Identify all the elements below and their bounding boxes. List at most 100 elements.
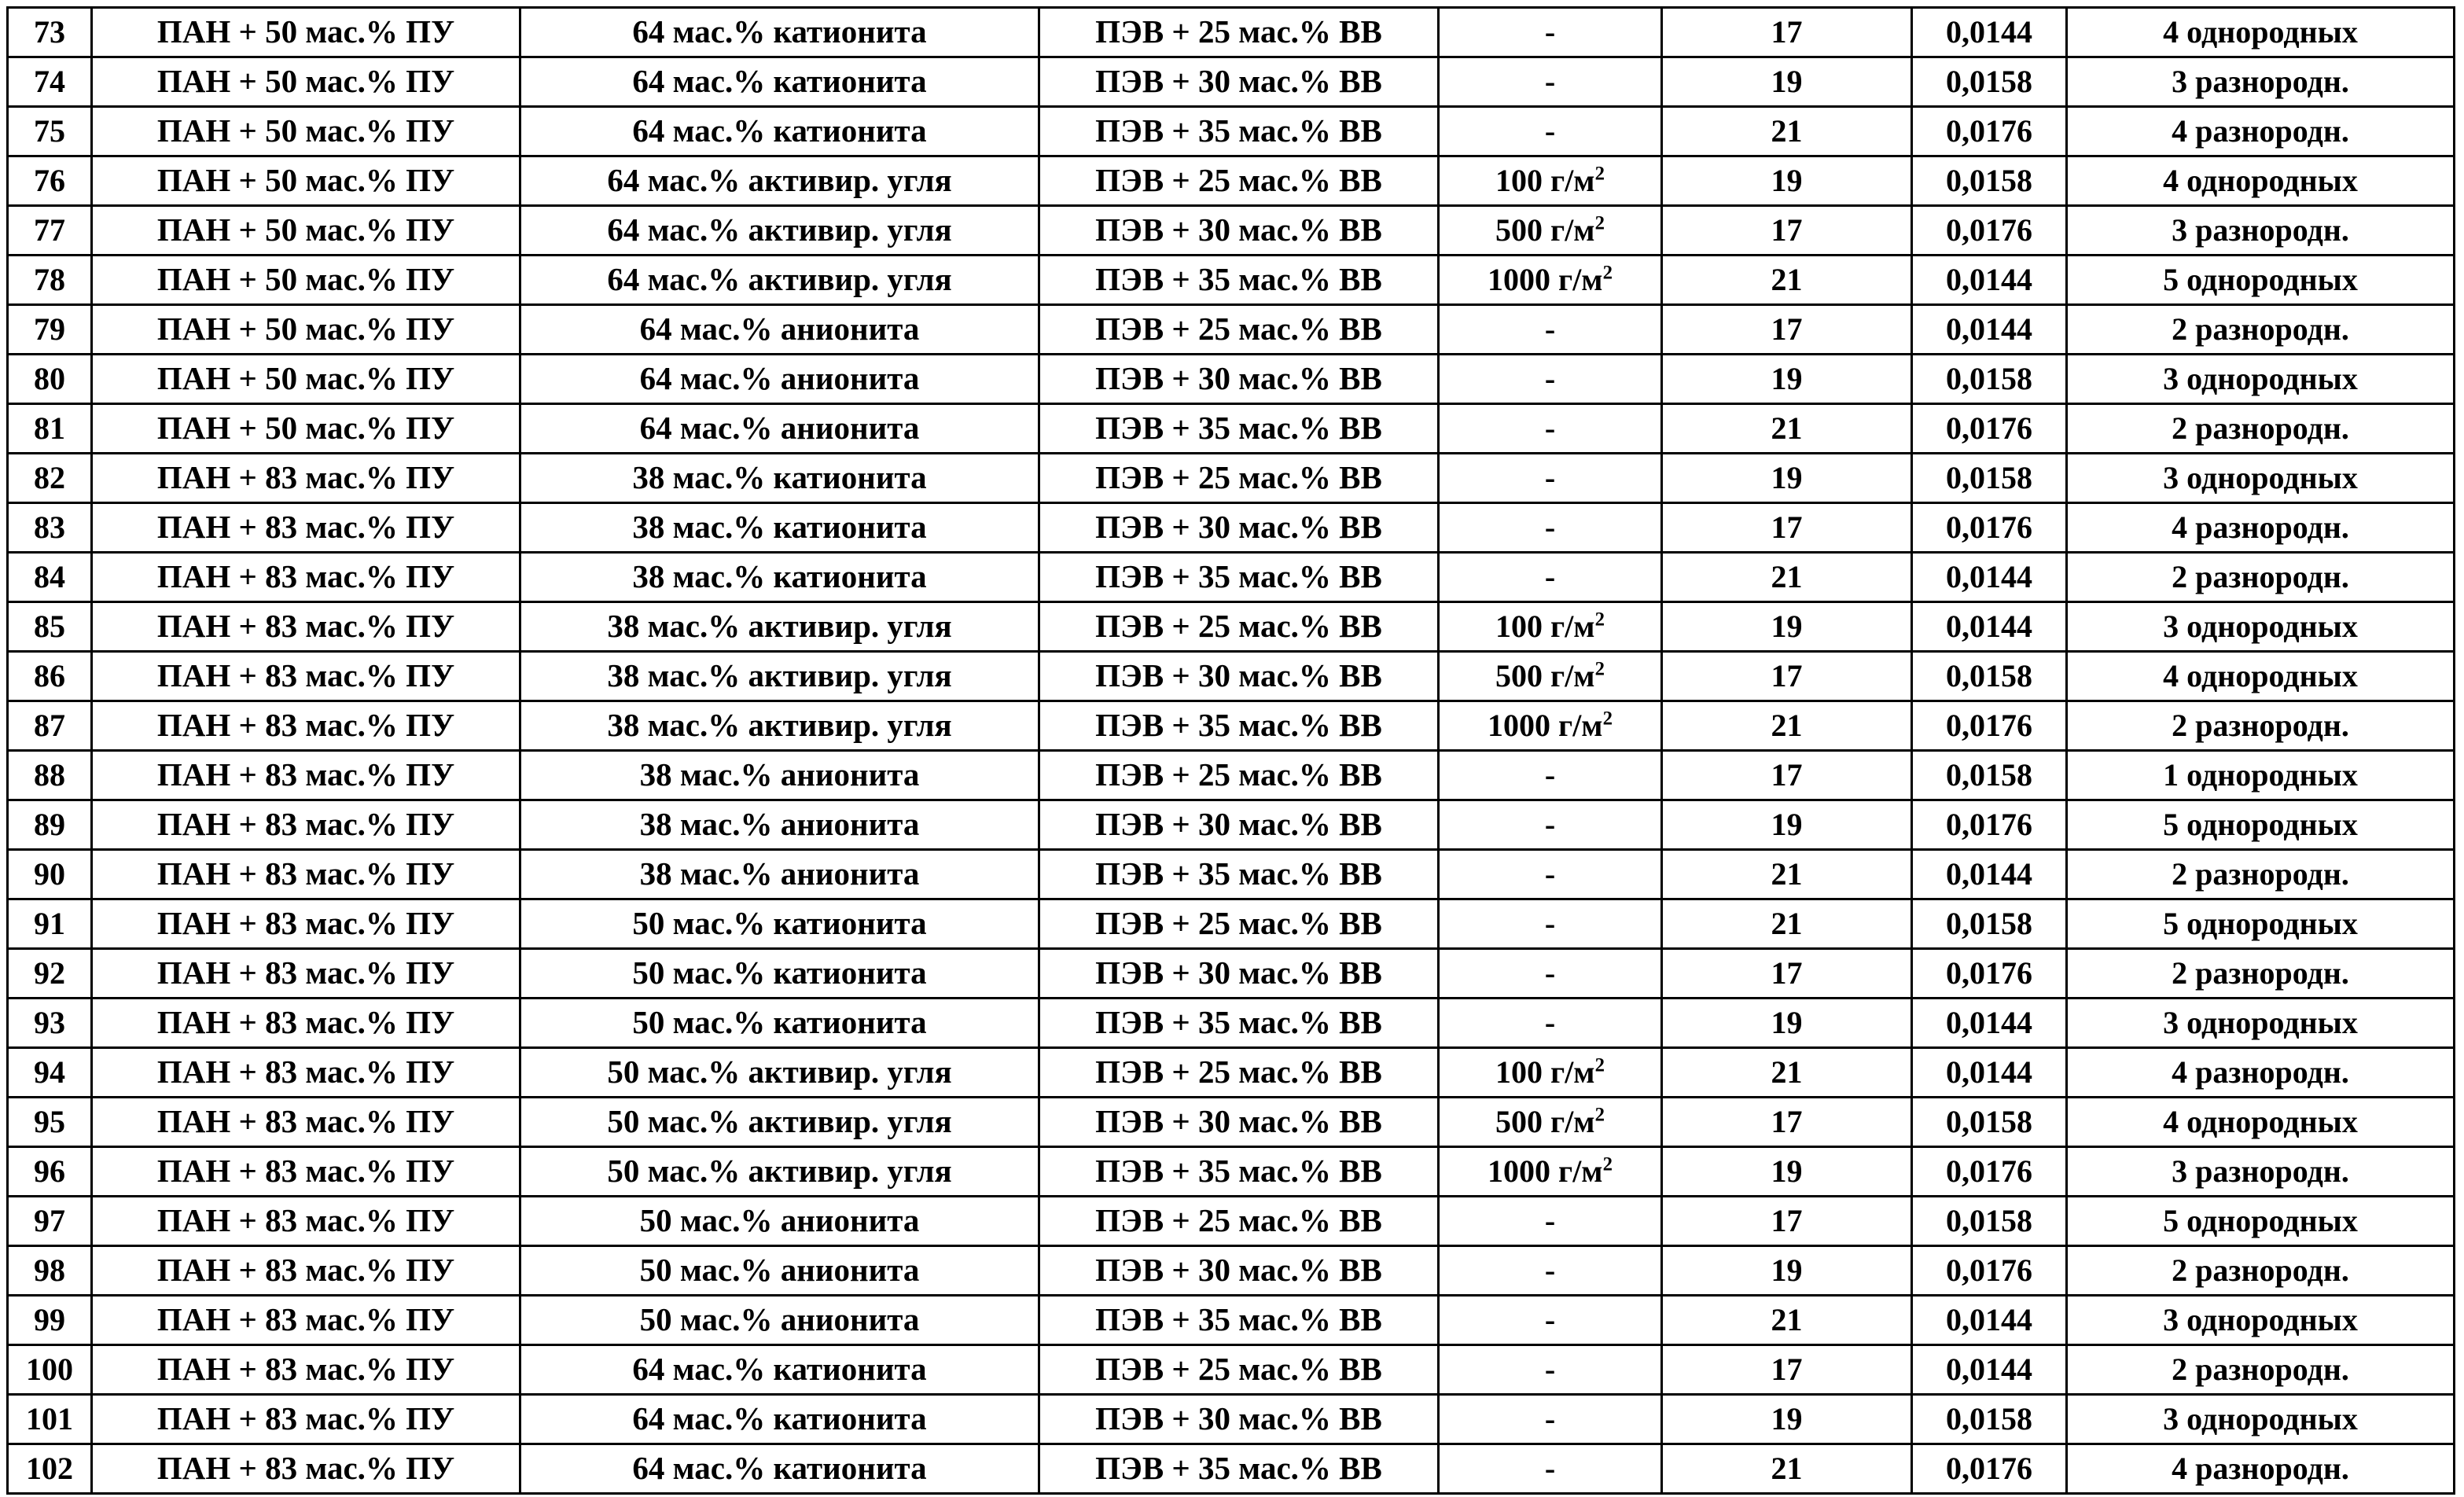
cell-filler: 38 мас.% анионита bbox=[520, 751, 1039, 800]
cell-value: 0,0144 bbox=[1912, 1048, 2067, 1098]
cell-density: - bbox=[1439, 57, 1662, 107]
cell-value: 0,0158 bbox=[1912, 57, 2067, 107]
cell-substrate: ПАН + 83 мас.% ПУ bbox=[92, 800, 520, 850]
table-row: 100ПАН + 83 мас.% ПУ64 мас.% катионитаПЭ… bbox=[8, 1345, 2455, 1395]
cell-row-number: 80 bbox=[8, 355, 92, 404]
cell-substrate: ПАН + 83 мас.% ПУ bbox=[92, 999, 520, 1048]
empty-dash: - bbox=[1545, 64, 1555, 99]
cell-result: 2 разнородн. bbox=[2067, 404, 2455, 454]
empty-dash: - bbox=[1545, 1005, 1555, 1040]
cell-parameter: 19 bbox=[1662, 1147, 1912, 1197]
experiment-data-table: 73ПАН + 50 мас.% ПУ64 мас.% катионитаПЭВ… bbox=[6, 6, 2455, 1495]
table-row: 76ПАН + 50 мас.% ПУ64 мас.% активир. угл… bbox=[8, 156, 2455, 206]
cell-result: 3 однородных bbox=[2067, 999, 2455, 1048]
cell-row-number: 77 bbox=[8, 206, 92, 256]
empty-dash: - bbox=[1545, 807, 1555, 842]
table-row: 73ПАН + 50 мас.% ПУ64 мас.% катионитаПЭВ… bbox=[8, 8, 2455, 57]
cell-filler: 38 мас.% активир. угля bbox=[520, 701, 1039, 751]
cell-density: - bbox=[1439, 1395, 1662, 1444]
cell-row-number: 75 bbox=[8, 107, 92, 156]
cell-substrate: ПАН + 83 мас.% ПУ bbox=[92, 553, 520, 602]
cell-value: 0,0158 bbox=[1912, 1395, 2067, 1444]
superscript-exponent: 2 bbox=[1595, 609, 1605, 631]
table-row: 84ПАН + 83 мас.% ПУ38 мас.% катионитаПЭВ… bbox=[8, 553, 2455, 602]
table-row: 88ПАН + 83 мас.% ПУ38 мас.% анионитаПЭВ … bbox=[8, 751, 2455, 800]
cell-result: 4 разнородн. bbox=[2067, 503, 2455, 553]
cell-row-number: 78 bbox=[8, 256, 92, 305]
cell-row-number: 90 bbox=[8, 850, 92, 899]
cell-filler: 38 мас.% катионита bbox=[520, 454, 1039, 503]
empty-dash: - bbox=[1545, 757, 1555, 793]
table-row: 92ПАН + 83 мас.% ПУ50 мас.% катионитаПЭВ… bbox=[8, 949, 2455, 999]
cell-filler: 64 мас.% анионита bbox=[520, 355, 1039, 404]
cell-parameter: 17 bbox=[1662, 1197, 1912, 1246]
cell-result: 2 разнородн. bbox=[2067, 949, 2455, 999]
table-row: 83ПАН + 83 мас.% ПУ38 мас.% катионитаПЭВ… bbox=[8, 503, 2455, 553]
cell-density: - bbox=[1439, 107, 1662, 156]
cell-value: 0,0176 bbox=[1912, 107, 2067, 156]
cell-density: - bbox=[1439, 503, 1662, 553]
cell-substrate: ПАН + 83 мас.% ПУ bbox=[92, 1345, 520, 1395]
cell-result: 3 однородных bbox=[2067, 602, 2455, 652]
superscript-exponent: 2 bbox=[1603, 263, 1613, 284]
cell-filler: 64 мас.% анионита bbox=[520, 305, 1039, 355]
cell-result: 4 разнородн. bbox=[2067, 1444, 2455, 1494]
cell-filler: 50 мас.% активир. угля bbox=[520, 1048, 1039, 1098]
cell-row-number: 102 bbox=[8, 1444, 92, 1494]
cell-value: 0,0158 bbox=[1912, 454, 2067, 503]
cell-filler: 50 мас.% анионита bbox=[520, 1246, 1039, 1296]
cell-density: 100 г/м2 bbox=[1439, 1048, 1662, 1098]
empty-dash: - bbox=[1545, 1451, 1555, 1486]
cell-filler: 38 мас.% анионита bbox=[520, 850, 1039, 899]
cell-density: 500 г/м2 bbox=[1439, 206, 1662, 256]
cell-parameter: 19 bbox=[1662, 57, 1912, 107]
table-body: 73ПАН + 50 мас.% ПУ64 мас.% катионитаПЭВ… bbox=[8, 8, 2455, 1494]
cell-binder: ПЭВ + 35 мас.% ВВ bbox=[1039, 107, 1439, 156]
cell-row-number: 83 bbox=[8, 503, 92, 553]
table-row: 90ПАН + 83 мас.% ПУ38 мас.% анионитаПЭВ … bbox=[8, 850, 2455, 899]
cell-value: 0,0144 bbox=[1912, 553, 2067, 602]
cell-value: 0,0158 bbox=[1912, 355, 2067, 404]
cell-row-number: 81 bbox=[8, 404, 92, 454]
cell-value: 0,0176 bbox=[1912, 404, 2067, 454]
cell-row-number: 99 bbox=[8, 1296, 92, 1345]
cell-row-number: 73 bbox=[8, 8, 92, 57]
cell-density: 500 г/м2 bbox=[1439, 652, 1662, 701]
cell-substrate: ПАН + 50 мас.% ПУ bbox=[92, 57, 520, 107]
cell-value: 0,0144 bbox=[1912, 8, 2067, 57]
empty-dash: - bbox=[1545, 1401, 1555, 1436]
superscript-exponent: 2 bbox=[1595, 659, 1605, 680]
cell-density: - bbox=[1439, 1345, 1662, 1395]
cell-density: 1000 г/м2 bbox=[1439, 701, 1662, 751]
cell-value: 0,0144 bbox=[1912, 305, 2067, 355]
cell-filler: 64 мас.% катионита bbox=[520, 107, 1039, 156]
cell-row-number: 98 bbox=[8, 1246, 92, 1296]
cell-binder: ПЭВ + 30 мас.% ВВ bbox=[1039, 1098, 1439, 1147]
empty-dash: - bbox=[1545, 1252, 1555, 1288]
cell-substrate: ПАН + 83 мас.% ПУ bbox=[92, 1098, 520, 1147]
cell-parameter: 17 bbox=[1662, 652, 1912, 701]
cell-binder: ПЭВ + 25 мас.% ВВ bbox=[1039, 305, 1439, 355]
cell-result: 5 однородных bbox=[2067, 800, 2455, 850]
empty-dash: - bbox=[1545, 1352, 1555, 1387]
cell-filler: 50 мас.% активир. угля bbox=[520, 1098, 1039, 1147]
cell-substrate: ПАН + 83 мас.% ПУ bbox=[92, 899, 520, 949]
cell-substrate: ПАН + 83 мас.% ПУ bbox=[92, 1048, 520, 1098]
cell-substrate: ПАН + 50 мас.% ПУ bbox=[92, 107, 520, 156]
cell-result: 3 однородных bbox=[2067, 1296, 2455, 1345]
cell-substrate: ПАН + 83 мас.% ПУ bbox=[92, 652, 520, 701]
cell-substrate: ПАН + 50 мас.% ПУ bbox=[92, 355, 520, 404]
table-row: 95ПАН + 83 мас.% ПУ50 мас.% активир. угл… bbox=[8, 1098, 2455, 1147]
cell-binder: ПЭВ + 35 мас.% ВВ bbox=[1039, 1444, 1439, 1494]
cell-binder: ПЭВ + 35 мас.% ВВ bbox=[1039, 404, 1439, 454]
cell-binder: ПЭВ + 30 мас.% ВВ bbox=[1039, 652, 1439, 701]
cell-substrate: ПАН + 83 мас.% ПУ bbox=[92, 1246, 520, 1296]
cell-parameter: 21 bbox=[1662, 899, 1912, 949]
cell-filler: 50 мас.% анионита bbox=[520, 1197, 1039, 1246]
cell-result: 4 однородных bbox=[2067, 1098, 2455, 1147]
cell-binder: ПЭВ + 25 мас.% ВВ bbox=[1039, 1048, 1439, 1098]
cell-result: 2 разнородн. bbox=[2067, 1246, 2455, 1296]
cell-binder: ПЭВ + 35 мас.% ВВ bbox=[1039, 1296, 1439, 1345]
cell-row-number: 91 bbox=[8, 899, 92, 949]
cell-result: 2 разнородн. bbox=[2067, 1345, 2455, 1395]
